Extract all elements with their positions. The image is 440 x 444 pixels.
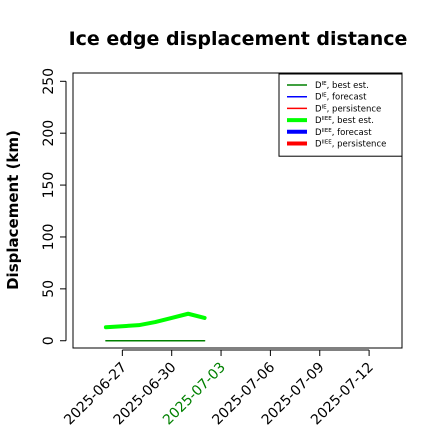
y-tick-label: 0	[41, 336, 57, 345]
y-tick-label: 50	[41, 280, 57, 298]
legend-label: DIIEE, best est.	[315, 116, 374, 126]
x-axis: 2025-06-272025-06-302025-07-032025-07-06…	[61, 349, 377, 428]
y-tick-label: 200	[41, 120, 57, 147]
legend-label: DIIEE, forecast	[315, 128, 372, 138]
y-axis: 0 50 100 150 200 250	[41, 68, 67, 345]
series-line	[103, 311, 207, 330]
y-tick-label: 100	[41, 224, 57, 251]
legend-label: DIIEE, persistence	[315, 140, 386, 150]
plot-frame	[72, 72, 403, 349]
series-layer	[103, 311, 207, 342]
legend-label: DIE, persistence	[315, 104, 381, 114]
y-tick-label: 150	[41, 172, 57, 199]
y-axis-label: Displacement (km)	[4, 130, 22, 290]
legend-label: DIE, best est.	[315, 81, 369, 91]
y-tick-label: 250	[41, 68, 57, 95]
legend-box	[278, 73, 403, 157]
chart-title: Ice edge displacement distance	[69, 28, 408, 50]
legend-label: DIE, forecast	[315, 93, 367, 103]
